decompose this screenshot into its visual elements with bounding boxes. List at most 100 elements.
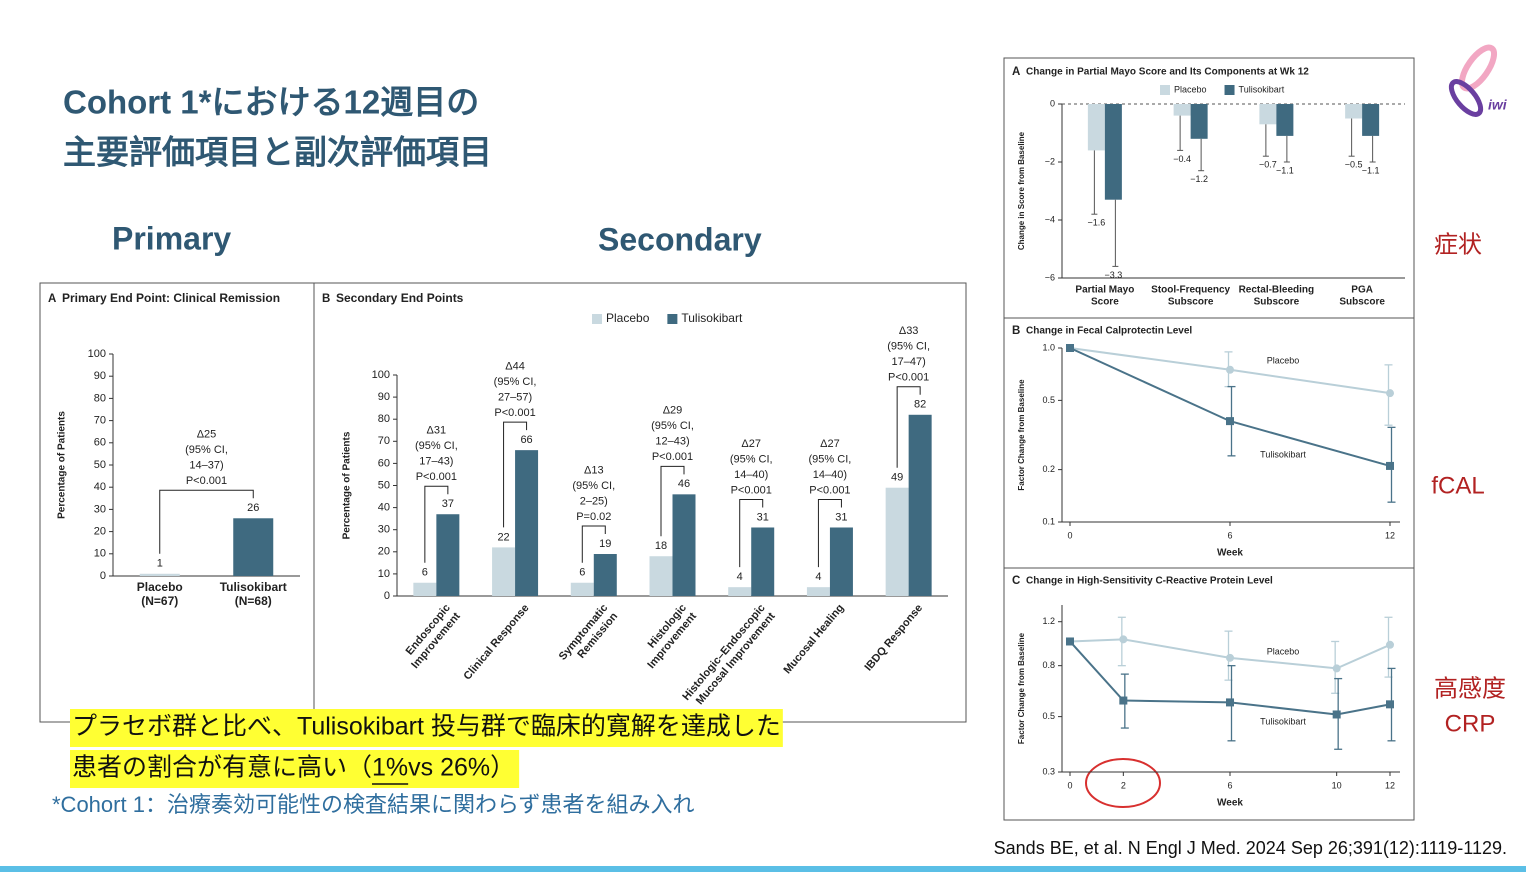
bar: [1087, 104, 1105, 151]
annotation: Δ13: [584, 464, 604, 476]
point: [1386, 640, 1394, 649]
side-label: 高感度: [1434, 675, 1506, 702]
y-axis-label: Change in Score from Baseline: [1017, 131, 1026, 250]
bracket: [660, 465, 685, 537]
x-tick-label: Subscore: [1168, 297, 1214, 308]
bar: [570, 582, 594, 596]
bar: [593, 554, 617, 596]
bottom-rule: [0, 866, 1526, 872]
bar: [908, 414, 932, 596]
annotation: P<0.001: [652, 451, 693, 463]
bar: [1190, 104, 1208, 139]
annotation: P<0.001: [809, 484, 850, 496]
panel-title: Change in Partial Mayo Score and Its Com…: [1026, 67, 1309, 78]
point: [1332, 710, 1341, 719]
legend-label: Placebo: [606, 311, 650, 325]
bracket: [581, 525, 606, 563]
point: [1226, 653, 1234, 662]
annotation: (95% CI,: [887, 341, 930, 353]
point: [1066, 344, 1074, 352]
bar: [672, 494, 696, 596]
y-tick-label: 70: [378, 435, 390, 447]
point: [1119, 696, 1128, 705]
annotation: 2–25): [580, 495, 608, 507]
bar: [1276, 104, 1294, 136]
value-label: −1.1: [1362, 165, 1380, 175]
highlight-box: [70, 709, 783, 747]
bracket: [896, 386, 921, 468]
x-tick-label: 12: [1385, 780, 1395, 790]
annotation: 17–43): [419, 456, 453, 468]
y-tick-label: 20: [94, 526, 106, 538]
value-label: −1.6: [1087, 218, 1105, 228]
annotation: Δ25: [197, 429, 217, 441]
bracket: [159, 489, 254, 554]
highlight-text: 1%: [372, 754, 408, 782]
side-label: 症状: [1434, 231, 1482, 258]
y-tick-label: 0.3: [1042, 766, 1055, 776]
annotation: P<0.001: [888, 372, 929, 384]
value-label: 1: [157, 558, 163, 570]
point: [1386, 389, 1394, 398]
bar: [829, 527, 853, 596]
annotation: (95% CI,: [494, 376, 537, 388]
bar: [492, 547, 516, 596]
bar: [233, 518, 274, 576]
value-label: 4: [737, 571, 743, 583]
bar: [885, 487, 909, 596]
y-tick-label: 100: [88, 348, 106, 360]
annotation: Δ44: [505, 361, 525, 373]
value-label: 4: [815, 571, 821, 583]
y-tick-label: 60: [94, 437, 106, 449]
y-tick-label: 40: [94, 481, 106, 493]
y-tick-label: 0.2: [1042, 464, 1055, 474]
logo: iwi: [1448, 44, 1508, 117]
panel-label: A: [48, 293, 56, 305]
section-heading: Secondary: [598, 221, 762, 257]
series-label: Tulisokibart: [1260, 716, 1306, 726]
x-tick-label: 6: [1227, 530, 1232, 540]
y-tick-label: 0: [1050, 98, 1055, 108]
value-label: 31: [757, 511, 769, 523]
x-tick-label: PGA: [1351, 285, 1373, 296]
bracket: [424, 485, 449, 563]
value-label: −1.1: [1276, 165, 1294, 175]
annotation: (95% CI,: [651, 420, 694, 432]
highlight-text: vs 26%）: [408, 754, 515, 782]
legend-label: Placebo: [1174, 84, 1207, 94]
x-tick-label: (N=68): [235, 594, 272, 608]
annotation: (95% CI,: [572, 480, 615, 492]
bar: [436, 514, 460, 596]
bracket: [817, 498, 842, 568]
y-tick-label: 80: [378, 413, 390, 425]
annotation: P<0.001: [494, 407, 535, 419]
bracket: [739, 498, 764, 568]
logo-petal: [1458, 44, 1498, 92]
annotation: 14–37): [189, 460, 223, 472]
logo-petal: [1448, 79, 1484, 117]
panel-label: A: [1012, 66, 1020, 78]
legend-swatch: [1224, 85, 1235, 95]
y-tick-label: 50: [378, 479, 390, 491]
highlight-text: プラセボ群と比べ、Tulisokibart 投与群で臨床的寛解を達成した: [72, 713, 781, 741]
annotation: (95% CI,: [730, 453, 773, 465]
y-axis-label: Factor Change from Baseline: [1017, 379, 1026, 491]
x-tick-label: Stool-Frequency: [1151, 285, 1230, 296]
x-axis-label: Week: [1217, 798, 1243, 809]
y-tick-label: 40: [378, 502, 390, 514]
y-tick-label: 100: [372, 369, 390, 381]
y-tick-label: −6: [1045, 272, 1055, 282]
point: [1226, 698, 1234, 707]
y-tick-label: 0: [100, 570, 106, 582]
point: [1066, 637, 1074, 646]
bracket: [503, 421, 528, 528]
annotation: Δ33: [899, 325, 919, 337]
x-tick-label: (N=67): [141, 594, 178, 608]
x-tick-label: 0: [1067, 530, 1072, 540]
legend-swatch: [667, 314, 678, 324]
x-tick-label: Tulisokibart: [220, 580, 287, 594]
value-label: 49: [891, 472, 903, 484]
y-tick-label: 1.0: [1042, 342, 1055, 352]
bar: [1104, 104, 1122, 200]
value-label: 6: [579, 567, 585, 579]
